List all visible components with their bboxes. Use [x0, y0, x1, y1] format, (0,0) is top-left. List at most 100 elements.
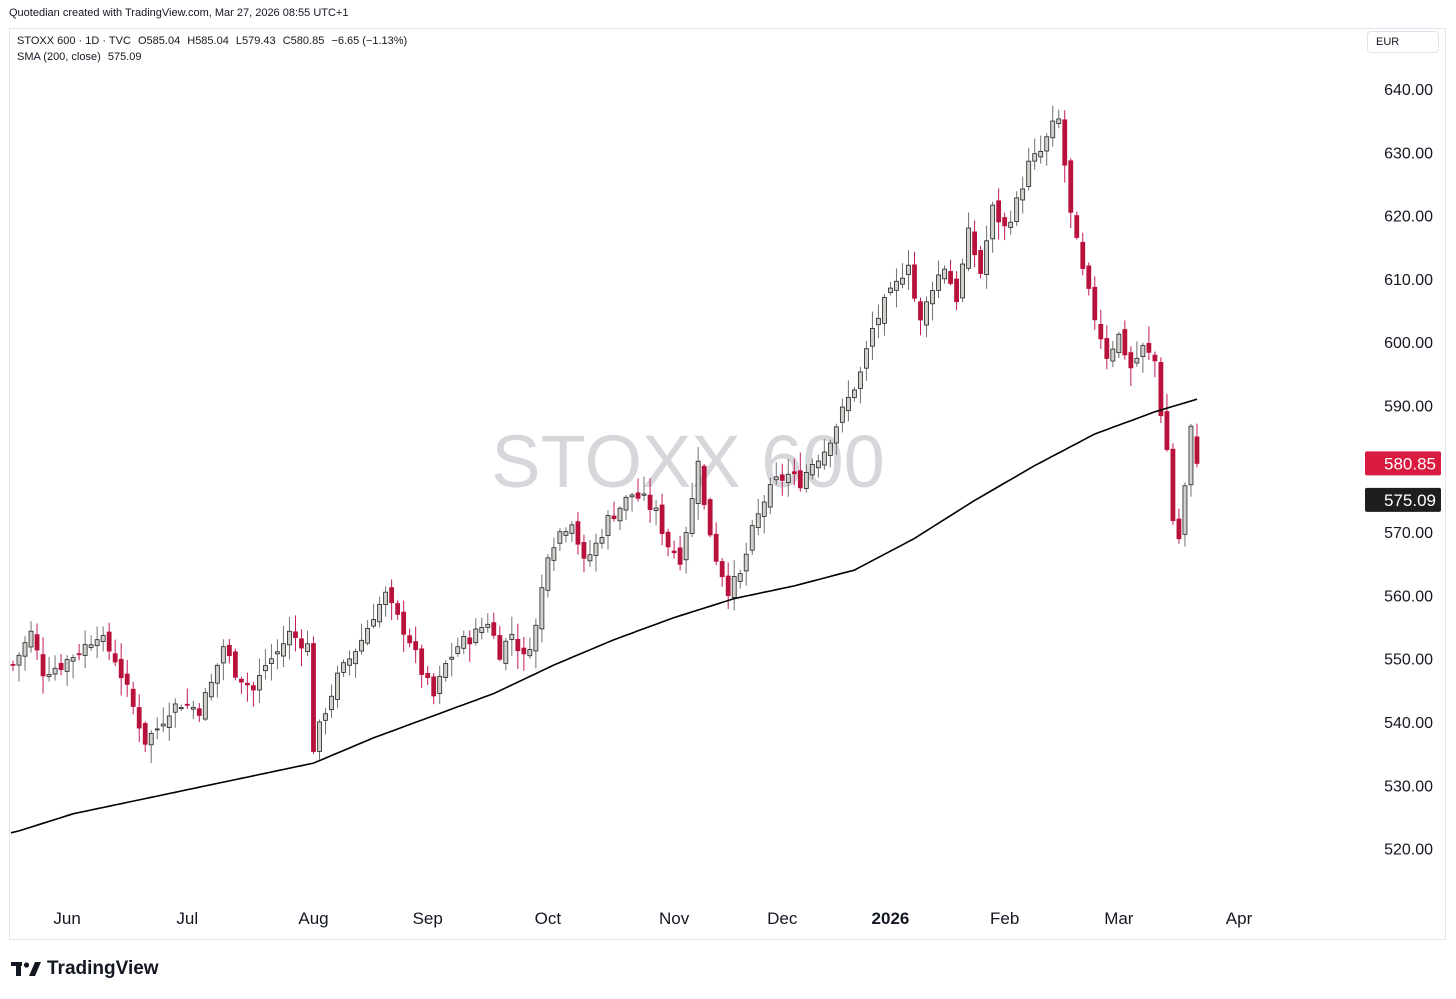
candle	[208, 673, 214, 701]
candle-body-down	[244, 682, 250, 686]
candle	[94, 626, 100, 659]
candle-body-down	[1086, 265, 1092, 289]
candle	[1194, 423, 1200, 468]
candle	[665, 528, 671, 557]
candle	[575, 512, 581, 555]
candle-body-up	[202, 692, 208, 720]
legend-symbol[interactable]: STOXX 600 · 1D · TVC	[17, 35, 131, 47]
candle-body-down	[413, 641, 419, 651]
candle	[365, 620, 370, 646]
candle	[323, 708, 328, 735]
candle-body-up	[803, 471, 809, 489]
candle	[311, 636, 316, 754]
candle	[647, 478, 653, 523]
candle	[611, 501, 617, 522]
candle-body-down	[948, 271, 953, 284]
candle-body-down	[142, 723, 148, 745]
candle-body-down	[725, 575, 731, 597]
legend-sma-name[interactable]: SMA (200, close)	[17, 51, 101, 63]
y-tick-label: 600.00	[1384, 335, 1433, 352]
candle	[1044, 133, 1050, 166]
candle	[539, 574, 545, 643]
candle	[154, 717, 160, 740]
x-tick-label: Jun	[53, 909, 80, 928]
candle	[978, 245, 984, 279]
legend-change: −6.65 (−1.13%)	[331, 35, 408, 47]
candle-body-down	[250, 685, 256, 691]
currency-button[interactable]: EUR	[1367, 31, 1439, 53]
time-axis[interactable]: Jun Jul Aug Sep Oct Nov Dec 2026 Feb Mar Apr	[53, 909, 1252, 928]
candle-body-up	[815, 460, 821, 469]
candle-body-down	[10, 664, 16, 666]
candle-body-up	[551, 547, 557, 561]
candle	[1092, 276, 1098, 330]
x-tick-label: Oct	[535, 909, 562, 928]
candle	[449, 642, 455, 677]
candle	[347, 650, 352, 676]
candle-body-down	[791, 471, 797, 475]
candle-body-up	[281, 643, 286, 657]
y-tick-label: 550.00	[1384, 652, 1433, 669]
tradingview-logo-icon	[11, 962, 41, 976]
tradingview-logo[interactable]: TradingView	[11, 958, 159, 980]
candles	[10, 105, 1200, 764]
legend-close: C580.85	[282, 35, 325, 47]
candle-body-down	[575, 521, 581, 545]
candle	[232, 648, 238, 681]
candle	[503, 637, 509, 671]
candle-body-up	[1134, 357, 1140, 364]
candle-body-up	[160, 723, 166, 727]
candle	[220, 639, 226, 681]
candle-body-down	[76, 653, 82, 656]
candle	[918, 297, 923, 336]
candle-body-down	[707, 499, 713, 536]
sma-price-label-bg	[1365, 487, 1441, 512]
candle	[485, 613, 491, 633]
candle-body-up	[317, 721, 322, 752]
candle-body-up	[287, 630, 292, 646]
candle	[659, 493, 665, 546]
candle-body-down	[912, 264, 917, 299]
candle-body-up	[527, 649, 533, 657]
y-tick-label: 540.00	[1384, 715, 1433, 732]
candle-body-up	[190, 706, 196, 710]
candle-body-down	[1062, 119, 1068, 166]
candle-body-up	[148, 733, 154, 746]
candle	[521, 636, 527, 671]
candle	[1050, 105, 1056, 147]
candle-body-down	[1074, 215, 1080, 238]
candle-body-up	[557, 531, 563, 544]
candle-body-down	[467, 637, 473, 645]
candle	[281, 625, 286, 668]
candle-body-up	[966, 227, 971, 269]
candle	[64, 655, 70, 686]
candle-body-down	[34, 634, 40, 651]
price-labels: 580.85 575.09	[1365, 451, 1441, 512]
candle-body-down	[124, 673, 130, 685]
candle	[497, 626, 503, 662]
candle	[1038, 135, 1044, 164]
candle	[677, 535, 683, 571]
candle-body-up	[737, 573, 743, 582]
candle-body-up	[743, 553, 749, 572]
candle	[605, 510, 611, 550]
candle-body-up	[617, 507, 623, 522]
candle	[1002, 212, 1008, 241]
candle-body-down	[1158, 362, 1164, 417]
candle	[401, 600, 407, 653]
candle	[389, 579, 395, 621]
candle	[1098, 309, 1104, 349]
candle	[82, 630, 88, 669]
sma-price-label-text: 575.09	[1384, 491, 1436, 510]
candle-body-up	[263, 665, 268, 672]
candle-body-up	[629, 494, 635, 498]
candle-body-up	[1140, 345, 1146, 357]
candle-body-down	[954, 278, 959, 303]
candle	[16, 652, 22, 682]
candle	[88, 635, 94, 651]
candle	[455, 637, 461, 657]
candle-body-up	[924, 301, 929, 326]
candle-body-up	[437, 675, 443, 694]
candle-body-down	[978, 250, 984, 274]
